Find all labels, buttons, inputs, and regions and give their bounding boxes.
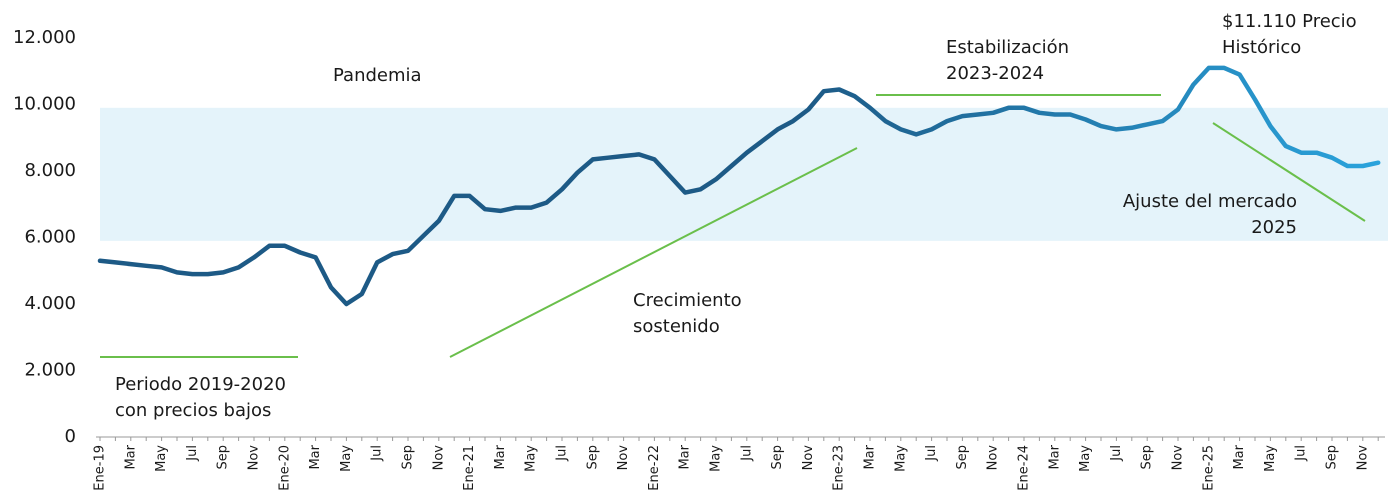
x-tick-label: Ene-24 (1017, 445, 1032, 491)
x-tick-label: Nov (801, 445, 816, 471)
x-tick-label: Mar (863, 444, 878, 469)
x-tick-label: Mar (678, 444, 693, 469)
x-tick-label: Sep (585, 445, 600, 470)
x-tick-label: Jul (1109, 445, 1124, 462)
annotation: sostenido (633, 316, 720, 337)
x-tick-label: Ene-21 (462, 445, 477, 491)
x-tick-label: Nov (1355, 445, 1370, 471)
y-tick-label: 12.000 (13, 27, 76, 48)
x-tick-label: Sep (1140, 445, 1155, 470)
x-tick-label: May (1263, 445, 1278, 472)
x-tick-label: Ene-20 (277, 445, 292, 491)
y-tick-label: 0 (65, 426, 76, 447)
y-tick-label: 10.000 (13, 94, 76, 115)
data-line (97, 65, 1381, 307)
y-tick-label: 8.000 (24, 160, 76, 181)
x-tick-label: Jul (185, 445, 200, 462)
highlight-band (100, 107, 1388, 241)
x-tick-label: Jul (739, 445, 754, 462)
x-tick-label: Ene-19 (93, 445, 108, 491)
annotation: Estabilización (946, 37, 1069, 58)
x-tick-label: May (339, 445, 354, 472)
trend-line (449, 147, 858, 358)
x-tick-label: Nov (616, 445, 631, 471)
x-tick-label: Mar (1232, 444, 1247, 469)
x-tick-label: Sep (955, 445, 970, 470)
annotation: $11.110 Precio (1222, 11, 1357, 32)
x-tick-label: Mar (1047, 444, 1062, 469)
x-tick-label: May (709, 445, 724, 472)
x-tick-label: Ene-23 (832, 445, 847, 491)
annotation: Pandemia (333, 65, 422, 86)
x-tick-label: Mar (308, 444, 323, 469)
annotation: Ajuste del mercado (1123, 191, 1297, 212)
x-tick-label: Sep (770, 445, 785, 470)
annotation: 2025 (1251, 217, 1297, 238)
x-tick-label: Jul (370, 445, 385, 462)
annotation: Periodo 2019-2020 (115, 374, 286, 395)
x-tick-label: Mar (493, 444, 508, 469)
x-tick-label: May (1078, 445, 1093, 472)
y-tick-label: 2.000 (24, 360, 76, 381)
x-tick-label: May (524, 445, 539, 472)
x-tick-label: Ene-25 (1201, 445, 1216, 491)
x-tick-label: Nov (1171, 445, 1186, 471)
x-tick-label: Jul (555, 445, 570, 462)
x-tick-label: May (893, 445, 908, 472)
y-tick-label: 6.000 (24, 227, 76, 248)
x-tick-label: Jul (1294, 445, 1309, 462)
x-tick-label: Sep (216, 445, 231, 470)
y-tick-label: 4.000 (24, 293, 76, 314)
x-tick-label: Ene-22 (647, 445, 662, 491)
x-tick-label: May (154, 445, 169, 472)
annotation: Histórico (1222, 37, 1301, 58)
x-tick-label: Nov (431, 445, 446, 471)
trend-line (1212, 122, 1366, 222)
x-tick-label: Sep (401, 445, 416, 470)
x-tick-label: Mar (123, 444, 138, 469)
annotation: 2023-2024 (946, 63, 1044, 84)
x-tick-label: Nov (986, 445, 1001, 471)
annotation: con precios bajos (115, 400, 271, 421)
x-tick-label: Sep (1325, 445, 1340, 470)
x-tick-label: Jul (924, 445, 939, 462)
x-tick-label: Nov (247, 445, 262, 471)
annotation: Crecimiento (633, 290, 742, 311)
